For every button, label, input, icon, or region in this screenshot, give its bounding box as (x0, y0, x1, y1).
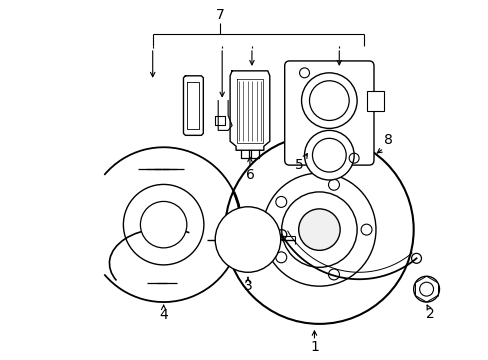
Circle shape (304, 130, 353, 180)
Polygon shape (366, 91, 383, 111)
Circle shape (224, 135, 413, 324)
Text: 3: 3 (243, 279, 252, 293)
Circle shape (301, 73, 356, 129)
Circle shape (215, 207, 280, 272)
Text: 4: 4 (159, 308, 168, 322)
FancyBboxPatch shape (284, 61, 373, 165)
Text: 6: 6 (245, 168, 254, 182)
Text: 7: 7 (215, 8, 224, 22)
Circle shape (413, 276, 439, 302)
Text: 2: 2 (426, 307, 434, 321)
Circle shape (298, 209, 340, 250)
Text: 8: 8 (384, 133, 392, 147)
Text: 1: 1 (309, 340, 318, 354)
Circle shape (140, 202, 186, 248)
Text: 5: 5 (295, 158, 304, 172)
